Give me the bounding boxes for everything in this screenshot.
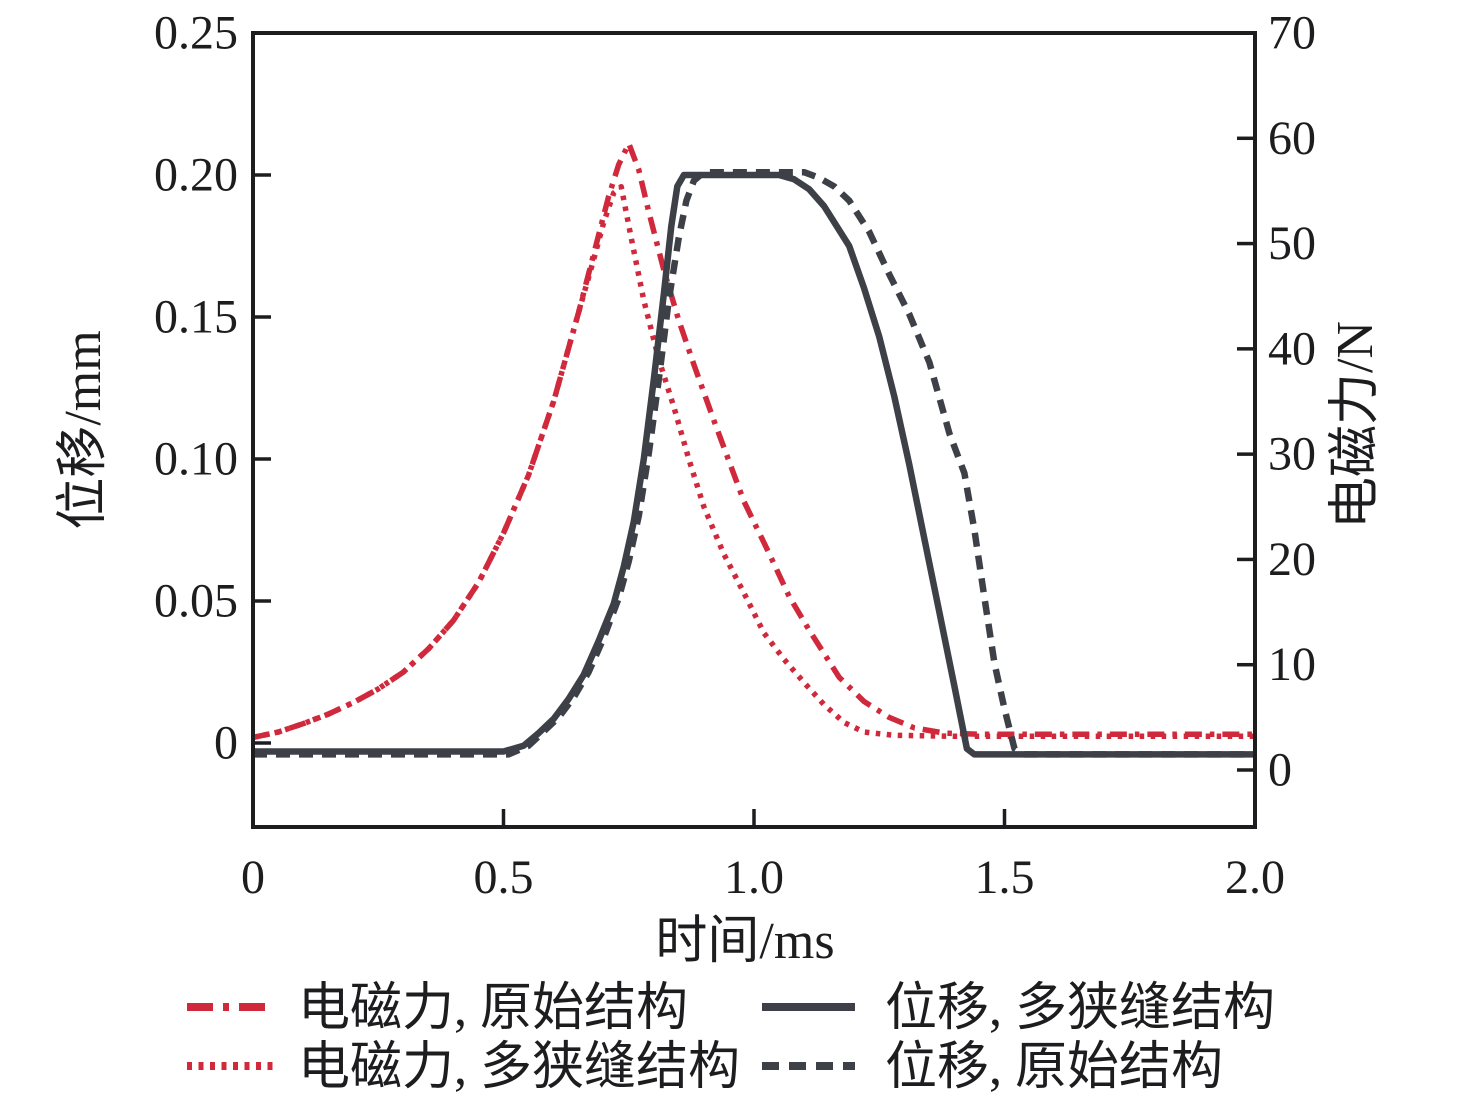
- x-tick-label: 1.0: [724, 851, 784, 904]
- y-right-tick-label: 40: [1268, 322, 1316, 375]
- ticks-group: 0 0.5 1.0 1.5 2.0 0.25 0.20 0.15 0.10 0.05 0 70 60 50…: [154, 6, 1316, 904]
- y-right-tick-label: 70: [1268, 6, 1316, 59]
- curve-force-multislit: [252, 183, 1255, 741]
- curves-group: [252, 140, 1255, 758]
- y-left-tick-label: 0.20: [154, 149, 238, 202]
- y-left-tick-label: 0.25: [154, 7, 238, 60]
- x-axis-title: 时间/ms: [655, 913, 834, 970]
- y-right-tick-label: 30: [1268, 428, 1316, 481]
- legend-label-force-multislit: 电磁力, 多狭缝结构: [298, 1039, 740, 1096]
- y-right-tick-label: 10: [1268, 638, 1316, 691]
- legend-label-disp-original: 位移, 原始结构: [885, 1039, 1223, 1096]
- curve-disp-original: [253, 168, 1255, 758]
- y-left-tick-label: 0.15: [154, 291, 238, 344]
- y-left-axis-title: 位移/mm: [55, 330, 112, 529]
- y-left-tick-label: 0: [214, 717, 238, 770]
- x-tick-label: 1.5: [975, 851, 1035, 904]
- plot-frame: [251, 31, 1257, 829]
- curve-force-original: [252, 140, 1255, 741]
- curve-disp-multislit: [253, 171, 1255, 758]
- legend-swatches-group: [187, 1003, 855, 1070]
- x-tick-label: 0.5: [474, 851, 534, 904]
- y-left-tick-label: 0.05: [154, 575, 238, 628]
- y-right-tick-label: 60: [1268, 112, 1316, 165]
- y-right-tick-label: 0: [1268, 744, 1292, 797]
- y-right-axis-title: 电磁力/N: [1327, 321, 1384, 529]
- legend-label-disp-multislit: 位移, 多狭缝结构: [885, 980, 1275, 1037]
- x-tick-label: 0: [241, 851, 265, 904]
- y-right-tick-label: 20: [1268, 533, 1316, 586]
- y-right-tick-label: 50: [1268, 217, 1316, 270]
- legend-label-force-original: 电磁力, 原始结构: [298, 980, 688, 1037]
- x-tick-label: 2.0: [1225, 851, 1285, 904]
- y-left-tick-label: 0.10: [154, 433, 238, 486]
